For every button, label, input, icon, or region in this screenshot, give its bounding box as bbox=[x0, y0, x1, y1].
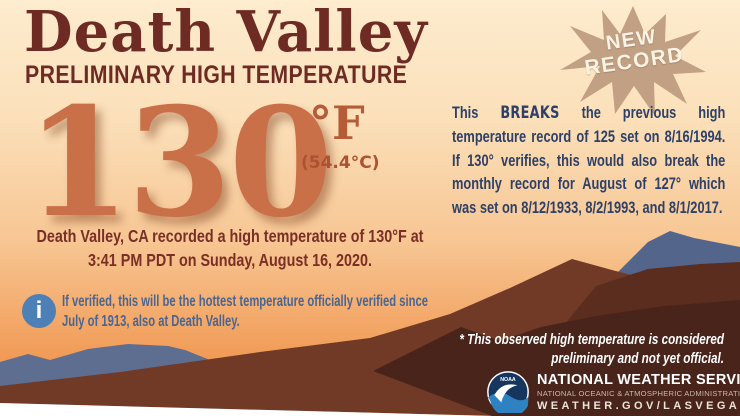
starburst-icon bbox=[560, 6, 706, 116]
mountain-darkest bbox=[373, 300, 740, 416]
nws-website: WEATHER.GOV/LASVEGAS bbox=[537, 400, 740, 412]
temperature-value: 130 bbox=[26, 75, 333, 251]
record-emphasis: BREAKS bbox=[500, 103, 560, 123]
noaa-logo-label: NOAA bbox=[500, 377, 516, 383]
page-title: Death Valley bbox=[24, 0, 428, 65]
foreground-white-wedge bbox=[0, 403, 494, 416]
record-details-paragraph: This BREAKS the previous high temperatur… bbox=[452, 101, 725, 219]
info-icon-glyph: i bbox=[35, 297, 43, 324]
temperature-unit: °F bbox=[309, 96, 365, 150]
noaa-logo: NOAA bbox=[487, 371, 529, 413]
record-summary: Death Valley, CA recorded a high tempera… bbox=[36, 226, 424, 270]
temperature-celsius: (54.4°C) bbox=[301, 153, 380, 173]
nws-agency-name: NATIONAL WEATHER SERVICE bbox=[537, 372, 740, 388]
new-record-badge: NEW RECORD bbox=[558, 4, 708, 116]
info-note: If verified, this will be the hottest te… bbox=[62, 293, 428, 331]
noaa-administration-name: NATIONAL OCEANIC & ATMOSPHERIC ADMINISTR… bbox=[537, 389, 740, 398]
nws-footer: NOAA NATIONAL WEATHER SERVICE NATIONAL O… bbox=[487, 371, 740, 413]
record-rest: the previous high temperature record of … bbox=[452, 103, 726, 217]
preliminary-disclaimer: * This observed high temperature is cons… bbox=[459, 331, 724, 368]
nws-text-block: NATIONAL WEATHER SERVICE NATIONAL OCEANI… bbox=[537, 372, 740, 412]
page-subtitle: PRELIMINARY HIGH TEMPERATURE bbox=[25, 61, 408, 89]
record-lead: This bbox=[452, 103, 501, 122]
info-icon: i bbox=[22, 294, 56, 328]
